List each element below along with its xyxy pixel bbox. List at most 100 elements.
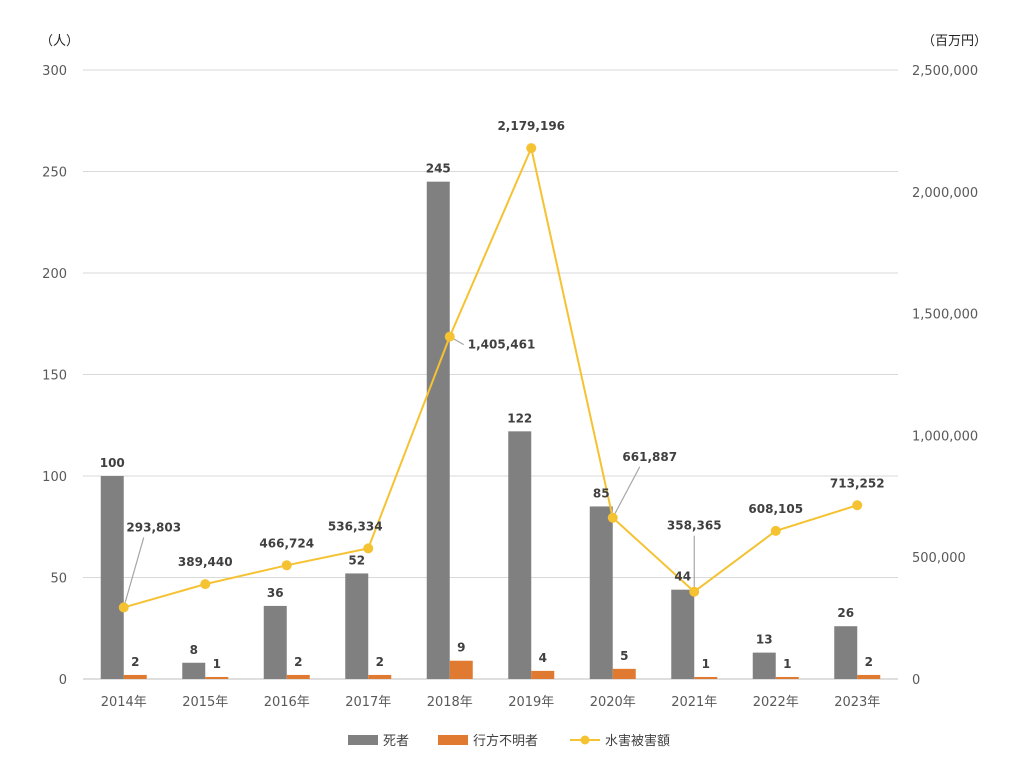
bar-missing: [775, 676, 799, 679]
right-tick-label: 2,000,000: [912, 186, 978, 201]
x-tick-label: 2020年: [590, 695, 636, 710]
bar-deaths: [263, 605, 287, 679]
bar-series: [100, 181, 881, 679]
left-tick-label: 100: [42, 470, 67, 485]
bar-deaths: [508, 431, 532, 679]
data-label-deaths: 26: [837, 606, 854, 620]
bar-missing: [449, 660, 473, 679]
data-label-damage: 713,252: [830, 476, 885, 490]
right-tick-label: 1,500,000: [912, 308, 978, 323]
data-label-missing: 9: [457, 641, 465, 655]
damage-marker: [607, 512, 618, 523]
damage-marker: [200, 579, 211, 590]
x-tick-label: 2019年: [508, 695, 554, 710]
x-tick-label: 2018年: [427, 695, 473, 710]
data-labels: 100 2 8 1 36 2 52 2 245 9 122 4 85 5 44 1 13 1 26 2 293,803 3…: [100, 119, 885, 671]
legend-label-damage: 水害被害額: [605, 733, 670, 749]
bar-deaths: [752, 652, 776, 679]
axes: （人） （百万円） 0 50 100 150 200 250 300 0 500,000 1,00…: [40, 34, 987, 710]
damage-line: [123, 144, 858, 609]
data-label-deaths: 85: [593, 486, 610, 500]
data-label-damage: 2,179,196: [497, 119, 565, 133]
left-tick-label: 200: [42, 267, 67, 282]
leader-line: [612, 466, 641, 519]
left-tick-label: 50: [50, 572, 67, 587]
data-label-missing: 2: [376, 655, 384, 669]
bar-missing: [123, 674, 147, 679]
bar-deaths: [671, 589, 695, 679]
right-tick-label: 0: [912, 673, 920, 688]
damage-marker: [770, 525, 781, 536]
data-label-deaths: 122: [507, 411, 532, 425]
bar-deaths: [182, 662, 206, 679]
damage-marker: [852, 500, 863, 511]
data-label-missing: 2: [865, 655, 873, 669]
data-label-missing: 2: [131, 655, 139, 669]
right-axis-unit: （百万円）: [922, 34, 987, 49]
bar-missing: [612, 668, 636, 679]
bar-deaths: [100, 476, 124, 679]
legend-label-missing: 行方不明者: [473, 733, 538, 749]
data-label-missing: 5: [620, 649, 628, 663]
left-tick-label: 300: [42, 64, 67, 79]
x-tick-label: 2022年: [753, 695, 799, 710]
data-label-missing: 1: [783, 657, 791, 671]
damage-marker: [444, 331, 455, 342]
data-label-deaths: 8: [190, 643, 198, 657]
bar-missing: [205, 676, 229, 679]
damage-marker: [118, 602, 129, 613]
data-label-missing: 1: [213, 657, 221, 671]
legend-swatch-missing: [438, 735, 468, 745]
data-label-deaths: 36: [267, 586, 284, 600]
damage-marker: [526, 143, 537, 154]
data-label-deaths: 13: [756, 633, 773, 647]
legend: 死者 行方不明者 水害被害額: [348, 733, 670, 749]
data-label-deaths: 44: [674, 570, 691, 584]
left-tick-label: 0: [59, 673, 67, 688]
bar-missing: [857, 674, 881, 679]
x-tick-label: 2014年: [101, 695, 147, 710]
x-tick-label: 2015年: [182, 695, 228, 710]
leader-line: [123, 537, 145, 608]
bar-missing: [531, 670, 555, 679]
data-label-deaths: 100: [100, 456, 125, 470]
bar-deaths: [426, 181, 450, 679]
legend-label-deaths: 死者: [383, 734, 409, 749]
x-tick-label: 2016年: [264, 695, 310, 710]
data-label-missing: 4: [539, 651, 547, 665]
data-label-damage: 293,803: [126, 520, 181, 534]
legend-swatch-damage-marker: [580, 735, 590, 745]
data-label-damage: 358,365: [667, 519, 722, 533]
damage-marker: [363, 543, 374, 554]
bar-deaths: [589, 506, 613, 679]
data-label-damage: 536,334: [328, 519, 383, 533]
data-label-damage: 466,724: [259, 536, 314, 550]
damage-marker: [689, 586, 700, 597]
data-label-damage: 1,405,461: [468, 338, 536, 352]
x-tick-label: 2023年: [834, 695, 880, 710]
data-label-deaths: 245: [426, 162, 451, 176]
bar-missing: [694, 676, 718, 679]
bar-deaths: [345, 573, 369, 679]
right-tick-label: 500,000: [912, 551, 966, 566]
leader-lines: [123, 336, 695, 608]
data-label-missing: 2: [294, 655, 302, 669]
left-axis-unit: （人）: [40, 34, 79, 49]
line-series: [118, 143, 863, 613]
gridlines: [83, 69, 898, 680]
bar-deaths: [834, 626, 858, 679]
x-tick-label: 2017年: [345, 695, 391, 710]
data-label-missing: 1: [702, 657, 710, 671]
right-tick-label: 1,000,000: [912, 429, 978, 444]
legend-swatch-deaths: [348, 735, 378, 745]
data-label-damage: 608,105: [748, 502, 803, 516]
left-tick-label: 250: [42, 166, 67, 181]
left-tick-label: 150: [42, 369, 67, 384]
right-tick-label: 2,500,000: [912, 64, 978, 79]
data-label-damage: 661,887: [622, 450, 677, 464]
x-tick-label: 2021年: [671, 695, 717, 710]
data-label-deaths: 52: [348, 553, 365, 567]
bar-missing: [368, 674, 392, 679]
bar-missing: [286, 674, 310, 679]
